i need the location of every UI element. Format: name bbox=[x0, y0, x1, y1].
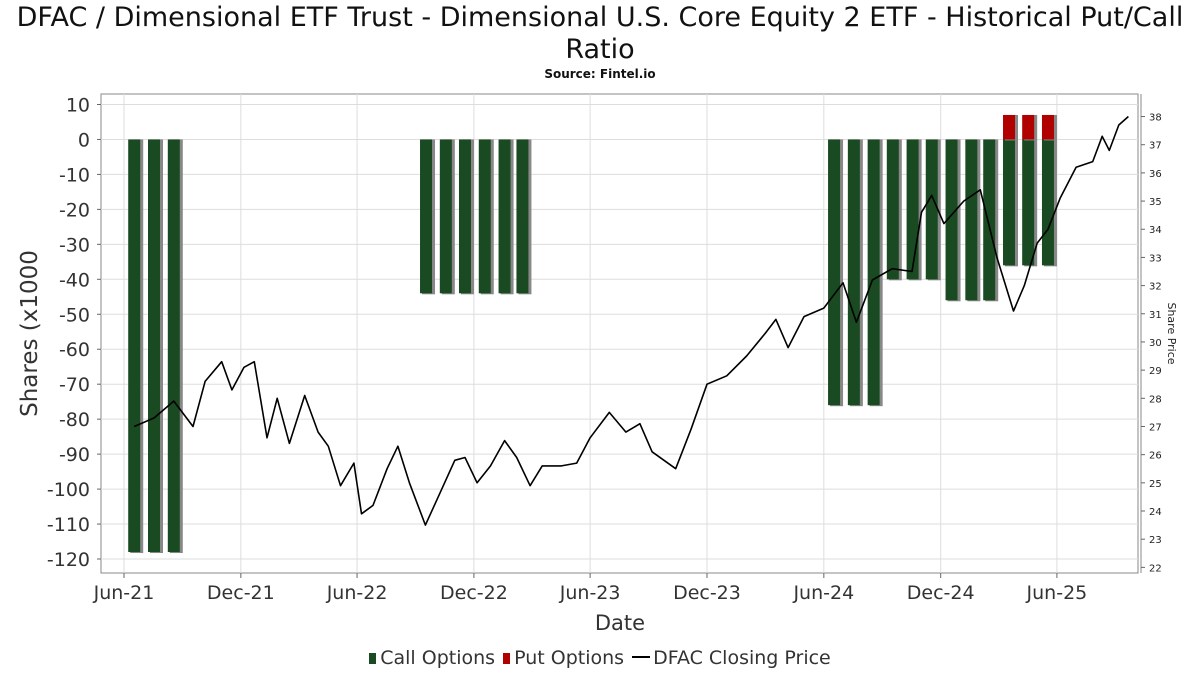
price-line bbox=[133, 115, 1129, 526]
plot-area bbox=[100, 93, 1139, 574]
y-tick-label: -40 bbox=[59, 269, 90, 291]
x-tick-label: Jun-22 bbox=[326, 582, 388, 604]
y-tick-label: -60 bbox=[59, 339, 90, 361]
y2-tick-label: 27 bbox=[1149, 422, 1162, 433]
x-tick-label: Jun-24 bbox=[792, 582, 854, 604]
y2-tick-label: 31 bbox=[1149, 310, 1162, 321]
call-bar bbox=[420, 139, 433, 294]
y2-tick-label: 38 bbox=[1149, 113, 1162, 124]
x-tick-label: Jun-25 bbox=[1026, 582, 1088, 604]
call-bar bbox=[886, 139, 899, 280]
x-tick-label: Dec-21 bbox=[207, 582, 275, 604]
y-tick-label: -20 bbox=[59, 199, 90, 221]
y2-tick-label: 35 bbox=[1149, 197, 1162, 208]
y2-tick-label: 30 bbox=[1149, 338, 1162, 349]
y-tick-label: -100 bbox=[47, 479, 90, 501]
call-bar bbox=[847, 139, 860, 406]
chart-subtitle: Source: Fintel.io bbox=[544, 67, 656, 81]
call-bar bbox=[867, 139, 880, 406]
chart-title: DFAC / Dimensional ETF Trust - Dimension… bbox=[16, 2, 1184, 65]
call-bar bbox=[1041, 139, 1054, 266]
call-bar bbox=[516, 139, 529, 294]
legend-put-label: Put Options bbox=[514, 647, 625, 669]
call-bar bbox=[439, 139, 452, 294]
y2-tick-label: 24 bbox=[1149, 507, 1162, 518]
y-tick-label: -90 bbox=[59, 444, 90, 466]
x-axis-label: Date bbox=[595, 611, 645, 635]
call-bar bbox=[1003, 139, 1016, 266]
put-bar bbox=[1022, 114, 1035, 140]
put-bar bbox=[1003, 114, 1016, 140]
call-bar bbox=[945, 139, 958, 301]
y-axis-label: Shares (x1000 bbox=[17, 250, 43, 417]
y-tick-label: -50 bbox=[59, 304, 90, 326]
y-tick-label: 10 bbox=[66, 94, 90, 116]
y2-tick-label: 32 bbox=[1149, 282, 1162, 293]
call-bar bbox=[983, 139, 996, 301]
y-tick-label: -70 bbox=[59, 374, 90, 396]
y2-tick-label: 28 bbox=[1149, 394, 1162, 405]
x-tick-label: Jun-23 bbox=[559, 582, 621, 604]
chart-legend: Call Options Put Options DFAC Closing Pr… bbox=[0, 647, 1200, 669]
y2-tick-label: 23 bbox=[1149, 535, 1162, 546]
y-tick-label: -80 bbox=[59, 409, 90, 431]
call-bar bbox=[147, 139, 160, 553]
y-tick-label: -120 bbox=[47, 549, 90, 571]
call-bar bbox=[498, 139, 511, 294]
call-bar bbox=[458, 139, 471, 294]
put-call-chart: 10 0 -10 -20 -30 -40 -50 -60 -70 -80 -90 -100 -110 -1… bbox=[17, 93, 1178, 635]
call-bar bbox=[906, 139, 919, 280]
y2-axis-label: Share Price bbox=[1165, 302, 1178, 364]
x-tick-label: Jun-21 bbox=[93, 582, 155, 604]
x-tick-label: Dec-22 bbox=[440, 582, 508, 604]
call-bar bbox=[828, 139, 841, 406]
legend-put: Put Options bbox=[503, 647, 624, 669]
y-tick-label: -30 bbox=[59, 234, 90, 256]
call-bar bbox=[478, 139, 491, 294]
call-bar bbox=[1022, 139, 1035, 266]
y2-tick-label: 26 bbox=[1149, 451, 1162, 462]
y2-tick-label: 22 bbox=[1149, 563, 1162, 574]
put-swatch bbox=[503, 653, 511, 664]
y2-tick-label: 37 bbox=[1149, 141, 1162, 152]
legend-price: DFAC Closing Price bbox=[632, 647, 831, 669]
call-swatch bbox=[369, 653, 377, 664]
price-swatch bbox=[632, 656, 651, 658]
x-tick-label: Dec-23 bbox=[673, 582, 741, 604]
legend-call: Call Options bbox=[369, 647, 495, 669]
y2-tick-label: 29 bbox=[1149, 366, 1162, 377]
y2-tick-label: 25 bbox=[1149, 479, 1162, 490]
x-tick-label: Dec-24 bbox=[907, 582, 975, 604]
call-bar bbox=[925, 139, 938, 280]
y-tick-label: -110 bbox=[47, 514, 90, 536]
call-bar bbox=[128, 139, 141, 553]
y-tick-label: -10 bbox=[59, 164, 90, 186]
call-bar bbox=[965, 139, 978, 301]
y-tick-label: 0 bbox=[78, 129, 90, 151]
legend-call-label: Call Options bbox=[380, 647, 496, 669]
legend-price-label: DFAC Closing Price bbox=[653, 647, 831, 669]
y2-tick-label: 34 bbox=[1149, 225, 1162, 236]
call-bar bbox=[167, 139, 180, 553]
put-bar bbox=[1041, 114, 1054, 140]
y2-tick-label: 33 bbox=[1149, 253, 1162, 264]
y2-tick-label: 36 bbox=[1149, 169, 1162, 180]
